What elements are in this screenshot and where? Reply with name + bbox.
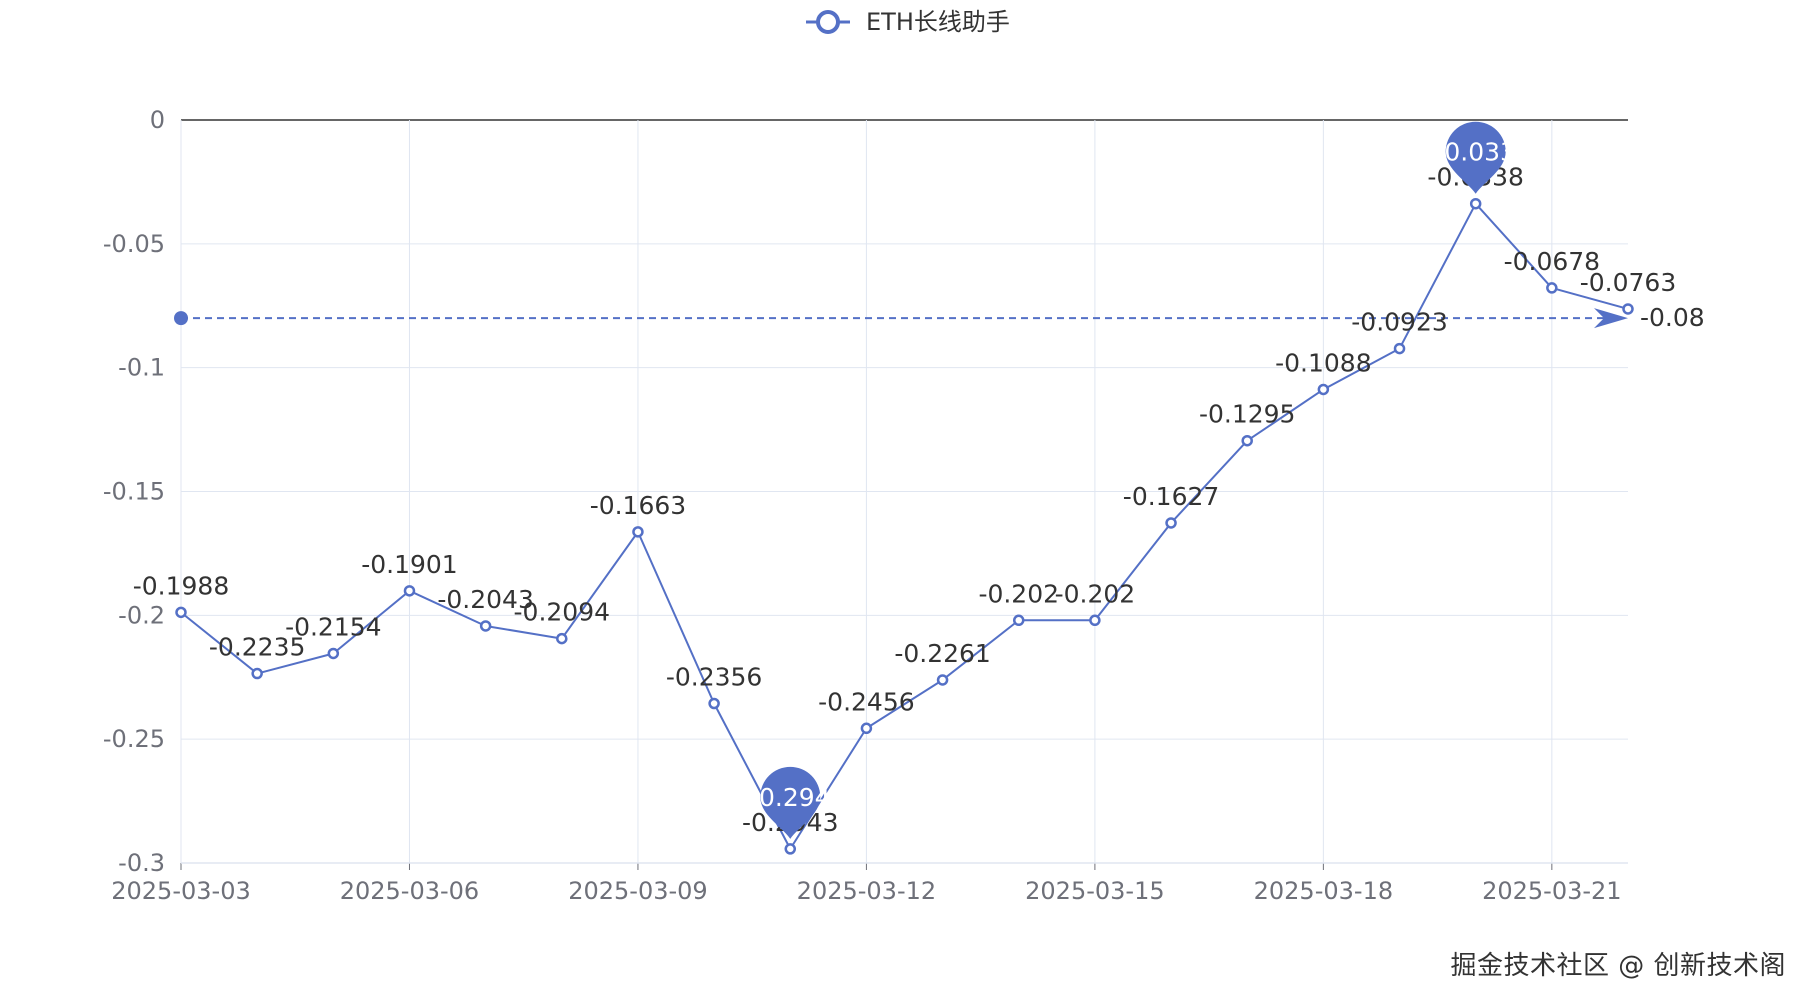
series-line bbox=[180, 202, 1629, 850]
watermark-text: 掘金技术社区 @ 创新技术阁 bbox=[1450, 951, 1786, 981]
x-tick-label: 2025-03-12 bbox=[797, 877, 936, 905]
data-point[interactable] bbox=[936, 674, 949, 686]
data-point[interactable] bbox=[1469, 197, 1482, 210]
data-point[interactable] bbox=[327, 647, 340, 660]
data-label: -0.0923 bbox=[1351, 308, 1448, 337]
y-tick-label: -0.15 bbox=[103, 478, 165, 506]
data-label: -0.2043 bbox=[437, 585, 534, 614]
legend-series-name: ETH长线助手 bbox=[866, 8, 1010, 36]
data-label: -0.1901 bbox=[361, 550, 458, 579]
data-point[interactable] bbox=[1089, 614, 1101, 627]
data-point[interactable] bbox=[403, 585, 416, 597]
x-tick-label: 2025-03-06 bbox=[340, 877, 479, 905]
data-label: -0.2356 bbox=[666, 663, 763, 692]
y-tick-label: -0.25 bbox=[103, 725, 165, 753]
data-label: -0.1627 bbox=[1123, 482, 1220, 511]
y-tick-label: 0 bbox=[150, 106, 165, 134]
data-label: -0.202 bbox=[978, 579, 1059, 608]
x-tick-label: 2025-03-21 bbox=[1482, 877, 1621, 905]
series-line-group bbox=[180, 202, 1629, 850]
data-point[interactable] bbox=[556, 632, 568, 645]
data-point[interactable] bbox=[175, 606, 187, 619]
data-label: -0.0763 bbox=[1580, 268, 1677, 297]
data-point[interactable] bbox=[251, 667, 263, 680]
data-point[interactable] bbox=[1165, 517, 1177, 529]
x-tick-label: 2025-03-18 bbox=[1254, 877, 1393, 905]
data-point[interactable] bbox=[1012, 614, 1025, 627]
data-label: -0.1295 bbox=[1199, 400, 1296, 429]
data-label: -0.1088 bbox=[1275, 348, 1372, 377]
data-point[interactable] bbox=[1241, 434, 1253, 447]
data-label: -0.2261 bbox=[894, 639, 991, 668]
mark-pins: -0.033 -0.294 bbox=[750, 121, 1516, 839]
data-label: -0.1663 bbox=[590, 491, 687, 520]
data-label: -0.2456 bbox=[818, 687, 915, 716]
grid-lines bbox=[180, 119, 1628, 864]
y-tick-label: -0.05 bbox=[103, 230, 165, 258]
data-point[interactable] bbox=[1546, 282, 1558, 294]
data-point[interactable] bbox=[784, 843, 797, 855]
average-mark-line: -0.08 bbox=[174, 303, 1705, 332]
data-label: -0.1988 bbox=[133, 571, 230, 600]
data-point[interactable] bbox=[1393, 342, 1406, 355]
legend[interactable]: ETH长线助手 bbox=[806, 8, 1010, 36]
average-line-start-marker bbox=[174, 311, 188, 326]
data-label: -0.2094 bbox=[514, 598, 611, 627]
y-tick-label: -0.2 bbox=[118, 601, 165, 629]
x-tick-label: 2025-03-03 bbox=[111, 877, 250, 905]
legend-circle-marker bbox=[816, 10, 840, 34]
data-label: -0.0678 bbox=[1504, 247, 1601, 276]
data-point[interactable] bbox=[708, 697, 720, 710]
x-tick-label: 2025-03-09 bbox=[568, 877, 707, 905]
y-tick-label: -0.3 bbox=[118, 849, 165, 877]
data-label: -0.2235 bbox=[209, 633, 306, 662]
min-mark-pin-label: -0.294 bbox=[750, 783, 831, 812]
data-label: -0.202 bbox=[1055, 579, 1136, 608]
data-points bbox=[175, 197, 1634, 855]
data-point[interactable] bbox=[632, 526, 644, 538]
data-label: -0.2154 bbox=[285, 612, 382, 641]
data-point[interactable] bbox=[1622, 303, 1634, 315]
y-tick-label: -0.1 bbox=[118, 354, 165, 382]
data-labels: -0.1988-0.2235-0.2154-0.1901-0.2043-0.20… bbox=[133, 163, 1677, 837]
max-mark-pin[interactable] bbox=[1445, 121, 1506, 194]
max-mark-pin-label: -0.033 bbox=[1435, 138, 1516, 167]
data-point[interactable] bbox=[479, 620, 492, 632]
data-point[interactable] bbox=[860, 722, 873, 735]
min-mark-pin[interactable] bbox=[760, 766, 821, 839]
x-tick-label: 2025-03-15 bbox=[1025, 877, 1164, 905]
data-point[interactable] bbox=[1317, 383, 1330, 396]
average-line-arrow bbox=[1594, 308, 1628, 329]
average-line-label: -0.08 bbox=[1640, 303, 1705, 332]
